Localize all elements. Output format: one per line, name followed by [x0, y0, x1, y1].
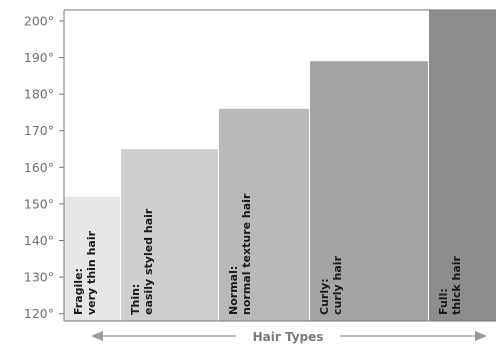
bar-label-4: Full:thick hair	[437, 255, 463, 315]
x-axis-label: Hair Types	[253, 330, 324, 344]
bars	[64, 10, 496, 321]
y-tick-label-6: 180°	[24, 87, 54, 102]
x-arrow-left-head	[91, 331, 103, 341]
bar-label-desc-3: curly hair	[331, 255, 344, 315]
bar-3	[310, 61, 428, 321]
y-tick-label-0: 120°	[24, 306, 54, 321]
y-tick-label-2: 140°	[24, 233, 54, 248]
bar-label-name-0: Fragile:	[72, 268, 85, 315]
y-tick-label-8: 200°	[24, 13, 54, 28]
y-tick-label-5: 170°	[24, 123, 54, 138]
y-tick-label-3: 150°	[24, 196, 54, 211]
bar-label-3: Curly:curly hair	[318, 255, 344, 315]
bar-labels: Fragile:very thin hair Thin:easily styled…	[72, 193, 463, 315]
bar-label-name-1: Thin:	[129, 284, 142, 315]
bar-label-name-2: Normal:	[227, 266, 240, 315]
x-axis: Hair Types	[91, 330, 487, 344]
bar-4	[429, 10, 496, 321]
x-arrow-right-head	[475, 331, 487, 341]
y-tick-label-7: 190°	[24, 50, 54, 65]
bar-2	[219, 108, 309, 321]
bar-label-desc-4: thick hair	[450, 255, 463, 315]
y-tick-label-4: 160°	[24, 160, 54, 175]
bar-0	[64, 196, 120, 321]
bar-1	[121, 149, 218, 321]
y-tick-label-1: 130°	[24, 270, 54, 285]
bar-label-0: Fragile:very thin hair	[72, 230, 98, 315]
bar-label-desc-1: easily styled hair	[142, 208, 155, 315]
bar-label-1: Thin:easily styled hair	[129, 208, 155, 315]
bar-label-desc-0: very thin hair	[85, 230, 98, 315]
y-axis: 120° 130° 140° 150° 160° 170° 180° 190° 200°	[24, 9, 496, 322]
bar-label-name-3: Curly:	[318, 278, 331, 315]
bar-label-name-4: Full:	[437, 288, 450, 315]
bar-label-desc-2: normal texture hair	[240, 193, 253, 315]
bar-label-2: Normal:normal texture hair	[227, 193, 253, 315]
